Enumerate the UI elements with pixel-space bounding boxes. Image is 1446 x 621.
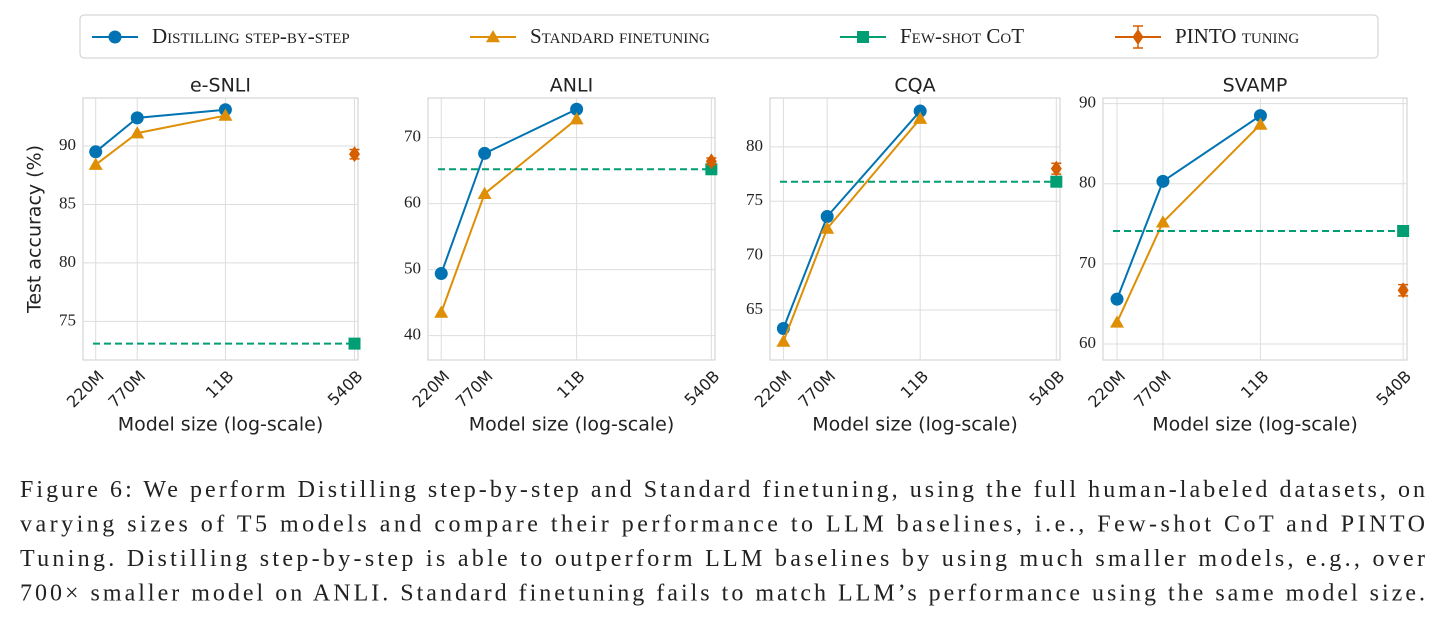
data-point [130, 126, 145, 139]
x-axis-label: Model size (log-scale) [469, 414, 675, 436]
data-point [1050, 175, 1063, 188]
legend-marker [486, 30, 500, 43]
x-tick-label: 11B [1237, 367, 1273, 403]
subplot-title: e-SNLI [190, 75, 251, 97]
x-tick-label: 770M [452, 367, 497, 412]
x-tick-label: 540B [681, 367, 724, 410]
y-tick-label: 80 [59, 252, 76, 271]
legend-label: Few-shot CoT [900, 24, 1024, 48]
y-tick-label: 60 [404, 192, 421, 211]
x-tick-label: 540B [1026, 367, 1069, 410]
data-point [913, 111, 928, 124]
x-tick-label: 770M [794, 367, 839, 412]
y-tick-label: 70 [1079, 253, 1096, 272]
data-point [434, 267, 448, 281]
x-tick-label: 220M [1084, 367, 1129, 412]
data-point [913, 104, 927, 118]
x-tick-label: 220M [751, 367, 796, 412]
data-point [776, 334, 791, 347]
data-point [1156, 174, 1170, 188]
y-tick-label: 50 [404, 258, 421, 277]
data-point [434, 305, 449, 318]
data-point [1110, 292, 1124, 306]
x-tick-label: 770M [1130, 367, 1175, 412]
y-tick-label: 90 [1079, 93, 1096, 112]
data-point [1253, 117, 1268, 130]
legend-marker [857, 31, 869, 43]
y-tick-label: 65 [746, 299, 763, 318]
x-tick-label: 540B [1372, 367, 1415, 410]
x-tick-label: 11B [202, 367, 238, 403]
x-axis-label: Model size (log-scale) [1152, 414, 1358, 436]
subplot-title: CQA [894, 75, 935, 97]
caption-line: varying sizes of T5 models and compare t… [20, 512, 1425, 538]
x-tick-label: 770M [104, 367, 149, 412]
data-point [1397, 225, 1410, 238]
y-tick-label: 75 [746, 190, 763, 209]
data-point [89, 145, 103, 159]
data-point [477, 186, 492, 199]
data-point [130, 111, 144, 125]
y-axis-label: Test accuracy (%) [24, 145, 46, 314]
y-tick-label: 90 [59, 135, 76, 154]
legend-label: Distilling step-by-step [152, 24, 350, 48]
caption-line: 700× smaller model on ANLI. Standard fin… [20, 581, 1425, 607]
caption-line: Tuning. Distilling step-by-step is able … [20, 546, 1425, 572]
plot-area [769, 97, 1061, 361]
y-tick-label: 60 [1079, 333, 1096, 352]
subplot-title: SVAMP [1223, 75, 1288, 97]
data-point [1155, 215, 1170, 228]
y-tick-label: 80 [1079, 173, 1096, 192]
legend-marker [1132, 29, 1144, 45]
y-tick-label: 40 [404, 324, 421, 343]
legend-box [79, 14, 1379, 59]
x-tick-label: 220M [63, 367, 108, 412]
x-axis-label: Model size (log-scale) [812, 414, 1018, 436]
subplot-title: ANLI [550, 75, 593, 97]
plot-area [427, 97, 716, 361]
caption-line: Figure 6: We perform Distilling step-by-… [20, 477, 1425, 503]
data-point [570, 102, 584, 116]
x-tick-label: 11B [897, 367, 933, 403]
data-point [218, 108, 233, 121]
data-point [1110, 315, 1125, 328]
y-tick-label: 80 [746, 136, 763, 155]
data-point [569, 112, 584, 125]
x-axis-label: Model size (log-scale) [118, 414, 324, 436]
y-tick-label: 70 [404, 127, 421, 146]
plot-area [1102, 97, 1408, 361]
data-point [705, 153, 717, 170]
y-tick-label: 85 [59, 193, 76, 212]
legend-label: Standard finetuning [530, 24, 710, 48]
data-point [1397, 282, 1409, 299]
data-point [349, 146, 361, 163]
y-tick-label: 70 [746, 245, 763, 264]
y-tick-label: 75 [59, 310, 76, 329]
data-point [1253, 109, 1267, 123]
data-point [1050, 160, 1062, 177]
data-point [88, 157, 103, 170]
data-point [820, 221, 835, 234]
x-tick-label: 220M [408, 367, 453, 412]
x-tick-label: 11B [553, 367, 589, 403]
data-point [478, 146, 492, 160]
data-point [348, 337, 361, 350]
legend-label: PINTO tuning [1175, 24, 1299, 48]
x-tick-label: 540B [324, 367, 367, 410]
data-point [820, 209, 834, 223]
plot-area [82, 97, 359, 361]
legend-marker [108, 30, 122, 44]
